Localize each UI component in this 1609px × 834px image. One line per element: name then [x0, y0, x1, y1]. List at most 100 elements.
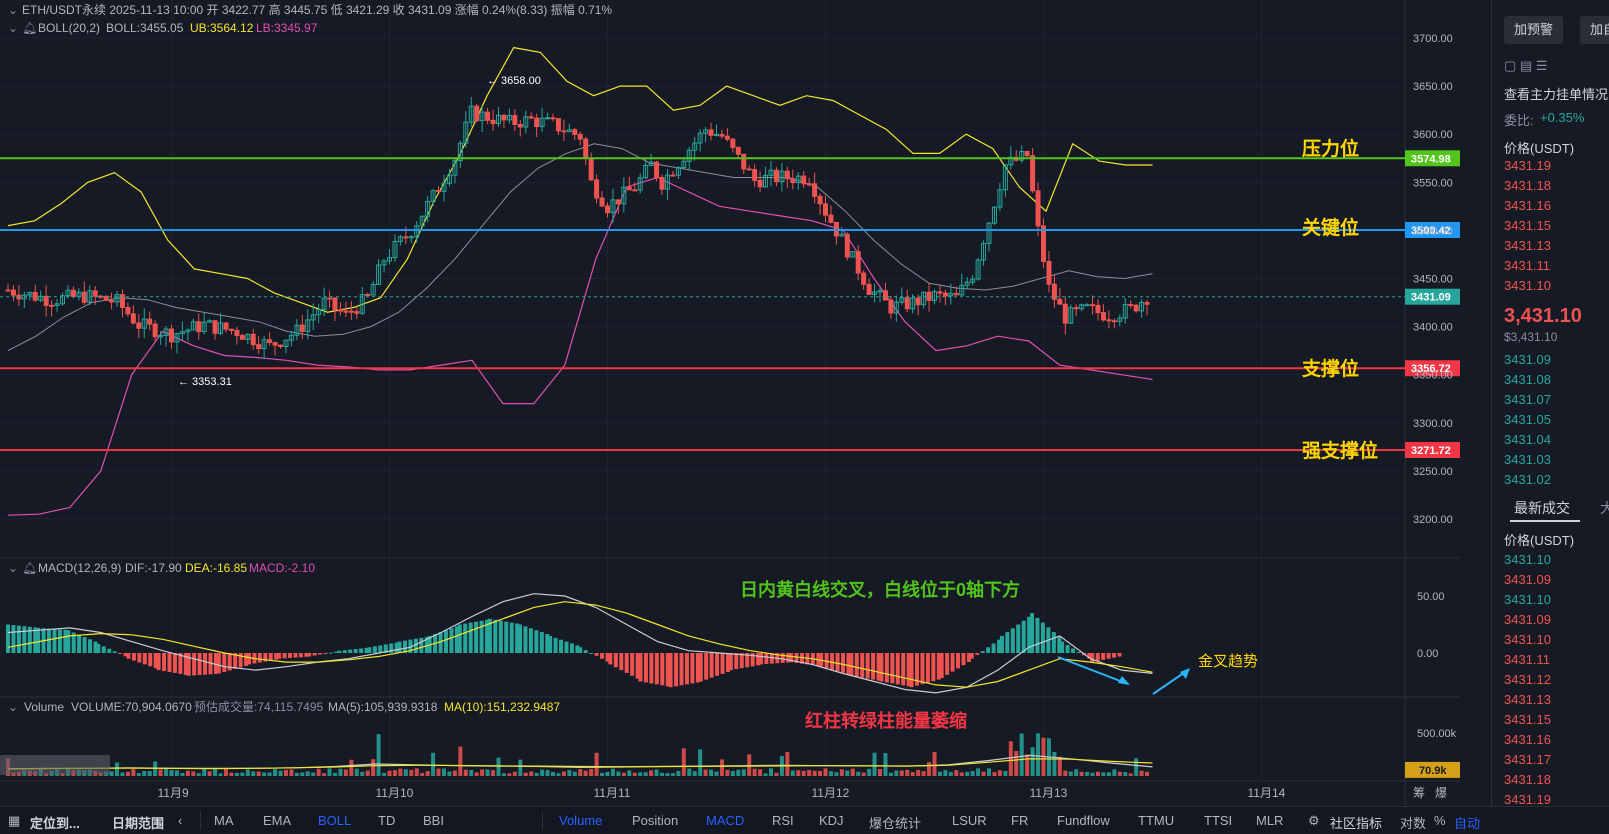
indicator-boll[interactable]: BOLL: [318, 813, 352, 828]
sub-indicator-11[interactable]: MLR: [1256, 813, 1284, 828]
volume-bar: [283, 769, 288, 776]
volume-bar: [458, 746, 463, 776]
date-range-button[interactable]: 日期范围: [112, 816, 165, 831]
volume-bar: [987, 768, 991, 776]
candle-body: [337, 309, 343, 312]
bid-row[interactable]: 3431.03: [1504, 452, 1551, 467]
volume-bar: [888, 772, 893, 776]
community-icon[interactable]: ⚙: [1308, 813, 1320, 828]
bid-row[interactable]: 3431.09: [1504, 352, 1551, 367]
boll-upper-line: [7, 46, 1153, 313]
sub-indicator-6[interactable]: LSUR: [952, 813, 987, 828]
sub-indicator-1[interactable]: Position: [632, 813, 679, 828]
indicator-ema[interactable]: EMA: [263, 813, 292, 828]
volume-bar: [1068, 771, 1073, 776]
collapse-icon: ⌄: [8, 3, 18, 17]
auto-toggle[interactable]: 自动: [1454, 816, 1481, 831]
log-toggle[interactable]: 对数: [1400, 816, 1427, 831]
locate-button[interactable]: 定位到...: [30, 816, 80, 831]
sub-indicator-7[interactable]: FR: [1011, 813, 1029, 828]
percent-toggle[interactable]: %: [1434, 813, 1446, 828]
candle-body: [850, 251, 856, 258]
indicator-ma[interactable]: MA: [214, 813, 234, 828]
resistance-label: 压力位: [1302, 137, 1359, 160]
macd-histogram-bar: [578, 647, 583, 653]
ask-row[interactable]: 3431.16: [1504, 198, 1551, 213]
bid-row[interactable]: 3431.07: [1504, 392, 1551, 407]
candle-body: [659, 177, 665, 190]
sub-indicator-5[interactable]: 爆仓统计: [869, 816, 922, 831]
ask-row[interactable]: 3431.19: [1504, 158, 1551, 173]
macd-histogram-bar: [238, 653, 243, 668]
macd-histogram-bar: [378, 645, 383, 653]
candle-body: [790, 178, 796, 184]
bid-row[interactable]: 3431.05: [1504, 412, 1551, 427]
depth-link[interactable]: 查看主力挂单情况: [1504, 87, 1609, 102]
add-watchlist-button[interactable]: 加自: [1580, 16, 1609, 44]
ask-row[interactable]: 3431.13: [1504, 238, 1551, 253]
price-chart[interactable]: 3574.98 3500.42 3356.72 3271.72 3431.09 3700…: [0, 0, 1460, 805]
sub-indicator-4[interactable]: KDJ: [819, 813, 844, 828]
price-tick-label: 3400.00: [1413, 322, 1453, 334]
volume-bar: [447, 771, 452, 776]
tab-big-trades[interactable]: 大: [1600, 498, 1609, 518]
volume-bar: [741, 769, 746, 776]
bid-row[interactable]: 3431.08: [1504, 372, 1551, 387]
sub-indicator-3[interactable]: RSI: [772, 813, 794, 828]
sub-indicator-2[interactable]: MACD: [706, 813, 745, 828]
chip-button[interactable]: 筹: [1413, 786, 1425, 800]
macd-histogram-bar: [1095, 653, 1100, 661]
macd-histogram-bar: [925, 653, 930, 683]
macd-histogram-bar: [1060, 641, 1065, 653]
boll-middle-line: [7, 143, 1153, 352]
ask-row[interactable]: 3431.18: [1504, 178, 1551, 193]
add-alert-button[interactable]: 加预警: [1504, 16, 1564, 44]
sub-indicator-10[interactable]: TTSI: [1204, 813, 1233, 828]
volume-bar: [687, 768, 692, 776]
macd-histogram-bar: [997, 639, 1002, 653]
volume-bar: [409, 769, 414, 776]
candle-body: [1128, 304, 1134, 307]
sub-indicator-8[interactable]: Fundflow: [1057, 813, 1110, 828]
bid-row[interactable]: 3431.04: [1504, 432, 1551, 447]
macd-histogram-bar: [112, 651, 117, 653]
volume-bar: [1030, 747, 1035, 776]
volume-bar: [403, 769, 408, 776]
macd-histogram-bar: [348, 649, 353, 653]
community-indicators[interactable]: 社区指标: [1330, 816, 1383, 831]
macd-histogram-bar: [523, 626, 528, 653]
candle-body: [632, 189, 638, 192]
volume-bar: [1117, 771, 1122, 776]
tab-latest-trades[interactable]: 最新成交: [1514, 500, 1570, 516]
ask-row[interactable]: 3431.11: [1504, 258, 1551, 273]
candle-body: [130, 313, 136, 324]
sub-indicator-9[interactable]: TTMU: [1138, 813, 1175, 828]
candle-body: [1051, 283, 1057, 300]
price-tick-label: 3300.00: [1413, 418, 1453, 430]
bid-row[interactable]: 3431.02: [1504, 472, 1551, 487]
sub-indicator-0[interactable]: Volume: [559, 813, 603, 828]
candle-body: [267, 339, 273, 344]
bell-icon: 🔔︎: [22, 561, 37, 575]
calendar-icon[interactable]: ▦: [8, 813, 21, 828]
liquidation-button[interactable]: 爆: [1435, 786, 1447, 800]
volume-bar: [185, 770, 190, 776]
macd-histogram-bar: [153, 653, 158, 669]
arrow-down-head: [1118, 676, 1130, 685]
macd-histogram-bar: [915, 653, 920, 686]
ask-row[interactable]: 3431.15: [1504, 218, 1551, 233]
ask-row[interactable]: 3431.10: [1504, 278, 1551, 293]
last-price-label: 3431.09: [1411, 292, 1451, 304]
candle-body: [261, 339, 267, 350]
chevron-left-icon[interactable]: ‹: [178, 813, 183, 828]
price-tick-label: 3250.00: [1413, 466, 1453, 478]
panel-icons[interactable]: ▢ ▤ ☰: [1504, 58, 1548, 73]
volume-bar: [540, 769, 545, 776]
key-level-label: 关键位: [1302, 216, 1359, 239]
macd-histogram-bar: [695, 653, 700, 683]
candle-body: [566, 129, 572, 133]
indicator-td[interactable]: TD: [378, 813, 396, 828]
candle-body: [1139, 301, 1145, 312]
macd-histogram-bar: [835, 653, 840, 672]
indicator-bbi[interactable]: BBI: [423, 813, 444, 828]
